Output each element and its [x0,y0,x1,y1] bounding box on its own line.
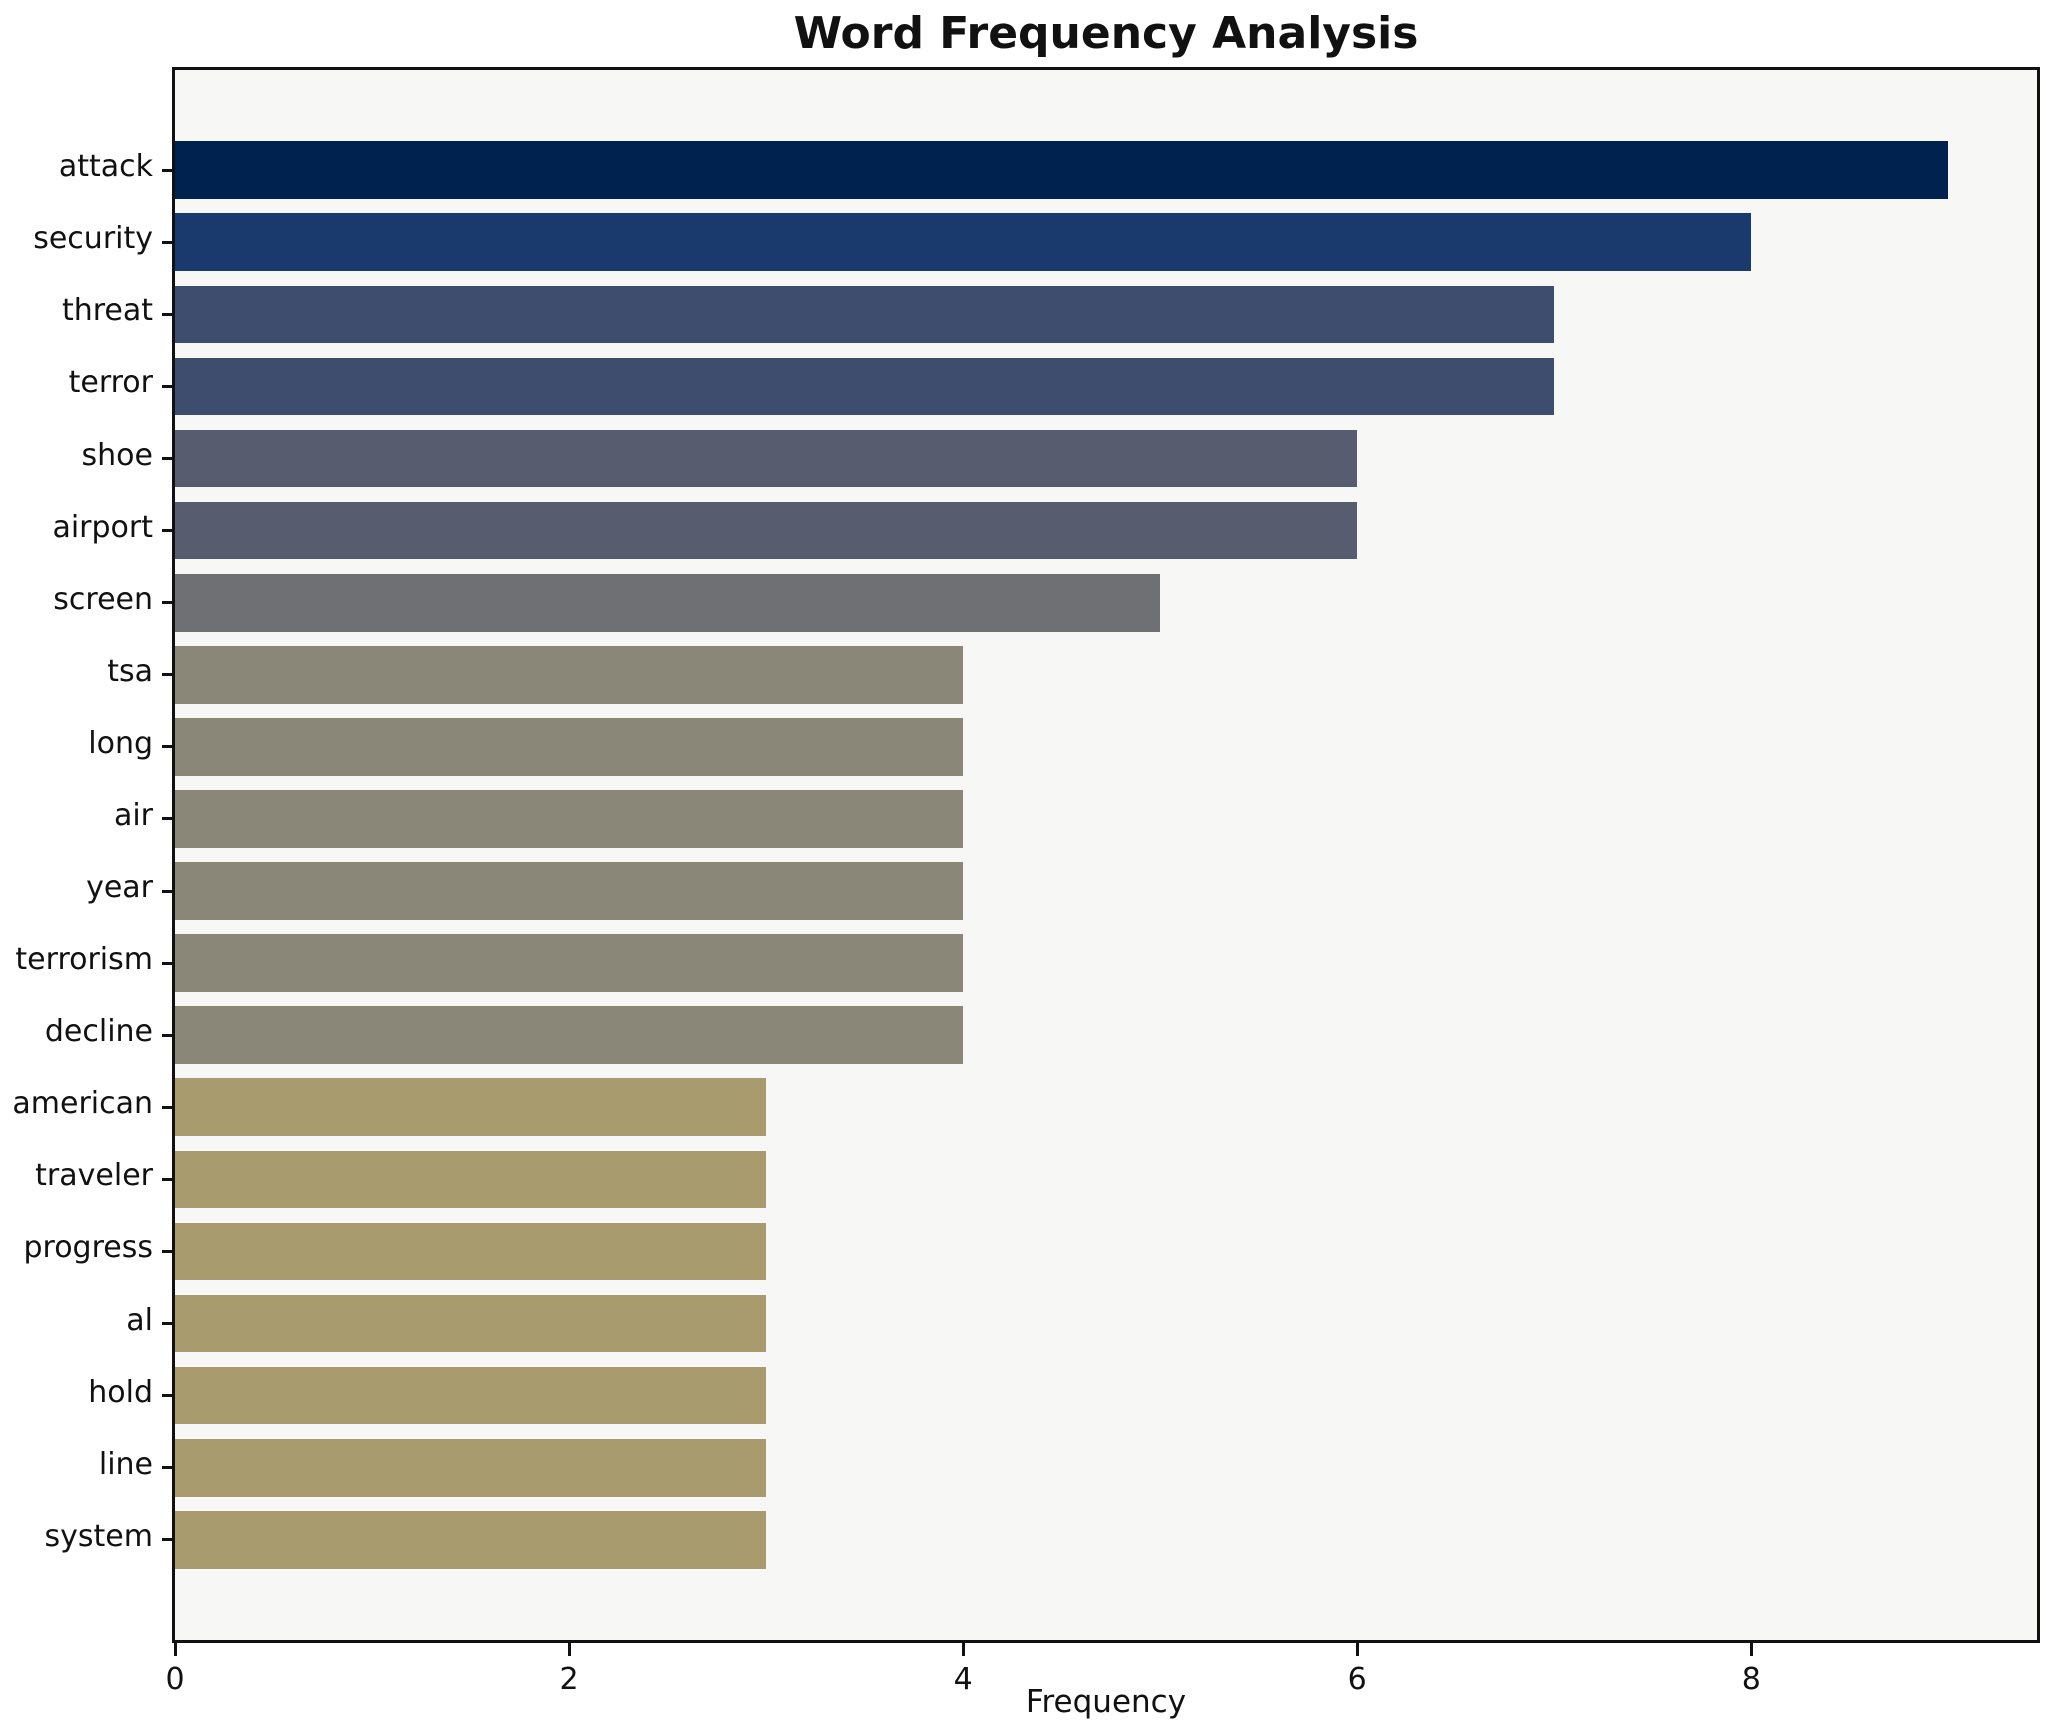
y-tick-label-threat: threat [61,293,153,329]
y-tick-label-attack: attack [58,149,153,185]
y-tick-mark [162,1033,175,1037]
x-tick-label-0: 0 [165,1662,185,1697]
bar-terror [175,357,1555,416]
x-tick-mark [1355,1643,1359,1656]
y-tick-label-al: al [126,1302,153,1338]
x-tick-mark [173,1643,177,1656]
y-tick-label-screen: screen [53,581,153,617]
y-tick-label-air: air [113,797,153,833]
y-tick-label-terror: terror [68,365,153,401]
y-tick-mark [162,312,175,316]
bar-line [175,1438,767,1497]
x-tick-label-6: 6 [1347,1662,1367,1697]
y-tick-mark [162,1322,175,1326]
x-tick-label-4: 4 [953,1662,973,1697]
y-tick-mark [162,1538,175,1542]
y-tick-mark [162,673,175,677]
plot-area [172,67,2040,1643]
y-tick-label-shoe: shoe [81,437,153,473]
y-tick-label-american: american [12,1086,153,1122]
y-tick-mark [162,384,175,388]
y-tick-mark [162,1177,175,1181]
y-tick-label-hold: hold [88,1374,153,1410]
bar-al [175,1294,767,1353]
bar-air [175,790,964,848]
bar-progress [175,1222,767,1281]
y-tick-mark [162,745,175,749]
x-tick-mark [567,1643,571,1656]
bar-hold [175,1366,767,1425]
bar-terrorism [175,934,964,992]
y-tick-label-security: security [33,221,153,257]
bar-decline [175,1006,964,1065]
y-tick-label-terrorism: terrorism [15,942,153,978]
y-tick-mark [162,168,175,172]
chart-title: Word Frequency Analysis [793,8,1419,59]
y-tick-label-long: long [88,725,153,761]
y-tick-label-decline: decline [44,1014,153,1050]
y-tick-label-traveler: traveler [35,1158,153,1194]
bar-threat [175,285,1555,344]
y-tick-mark [162,529,175,533]
y-tick-label-line: line [98,1446,153,1482]
bar-attack [175,141,1949,200]
y-tick-label-tsa: tsa [107,653,153,689]
y-tick-label-system: system [44,1518,153,1554]
bar-shoe [175,429,1358,488]
bar-system [175,1510,767,1569]
x-tick-mark [1749,1643,1753,1656]
bar-traveler [175,1150,767,1209]
y-tick-label-year: year [86,870,153,906]
x-tick-label-2: 2 [559,1662,579,1697]
bar-american [175,1078,767,1137]
y-tick-mark [162,1466,175,1470]
y-tick-mark [162,961,175,965]
bar-year [175,862,964,920]
y-tick-mark [162,1394,175,1398]
bar-screen [175,573,1161,632]
bar-security [175,213,1752,272]
bar-tsa [175,645,964,704]
bar-long [175,718,964,776]
x-axis-label: Frequency [1025,1684,1187,1720]
y-tick-mark [162,889,175,893]
y-tick-label-airport: airport [52,509,153,545]
y-tick-mark [162,1249,175,1253]
y-tick-mark [162,601,175,605]
y-tick-mark [162,240,175,244]
y-tick-mark [162,817,175,821]
bar-airport [175,501,1358,560]
x-tick-label-8: 8 [1741,1662,1761,1697]
y-tick-label-progress: progress [23,1230,153,1266]
x-tick-mark [961,1643,965,1656]
y-tick-mark [162,457,175,461]
y-tick-mark [162,1105,175,1109]
